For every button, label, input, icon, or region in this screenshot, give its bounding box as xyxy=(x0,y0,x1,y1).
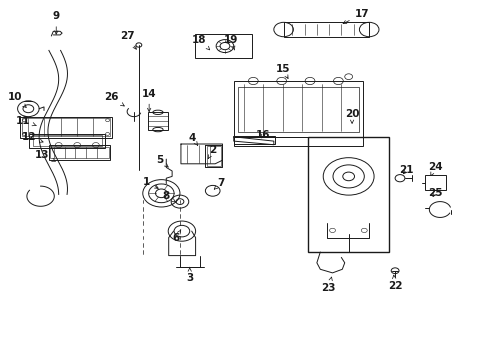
Text: 25: 25 xyxy=(427,188,442,198)
Bar xyxy=(425,175,445,190)
Text: 27: 27 xyxy=(120,31,136,49)
Bar xyxy=(50,147,108,158)
Text: 5: 5 xyxy=(156,155,168,167)
Text: 9: 9 xyxy=(53,11,60,34)
Bar xyxy=(233,136,275,144)
Text: 4: 4 xyxy=(187,132,197,145)
Text: 21: 21 xyxy=(399,165,413,175)
Text: 20: 20 xyxy=(344,109,359,123)
Text: 10: 10 xyxy=(7,92,26,107)
Text: 14: 14 xyxy=(142,89,156,112)
Text: 15: 15 xyxy=(275,64,289,78)
Text: 3: 3 xyxy=(186,267,193,283)
Bar xyxy=(283,22,368,37)
Text: 24: 24 xyxy=(427,162,442,176)
Text: 18: 18 xyxy=(192,35,209,50)
Bar xyxy=(237,87,359,132)
Text: 13: 13 xyxy=(34,150,55,161)
Bar xyxy=(194,34,252,58)
Text: 22: 22 xyxy=(387,275,402,291)
Bar xyxy=(233,137,363,146)
Text: 26: 26 xyxy=(104,92,124,106)
Text: 17: 17 xyxy=(343,9,368,24)
Bar xyxy=(307,137,388,252)
Bar xyxy=(233,81,363,137)
Text: 1: 1 xyxy=(143,177,158,188)
Bar xyxy=(207,146,221,166)
Text: 7: 7 xyxy=(214,178,224,189)
Text: 12: 12 xyxy=(22,132,43,142)
Bar xyxy=(147,112,168,130)
Text: 19: 19 xyxy=(223,35,238,50)
Bar xyxy=(29,134,105,148)
Bar xyxy=(49,145,110,160)
Text: 23: 23 xyxy=(321,277,335,293)
Bar xyxy=(20,117,112,138)
Text: 11: 11 xyxy=(16,116,36,126)
Bar xyxy=(33,135,102,146)
Text: 2: 2 xyxy=(208,145,216,158)
Bar xyxy=(22,118,110,136)
Text: 8: 8 xyxy=(163,191,175,202)
Text: 6: 6 xyxy=(172,230,181,243)
Text: 16: 16 xyxy=(255,130,270,140)
